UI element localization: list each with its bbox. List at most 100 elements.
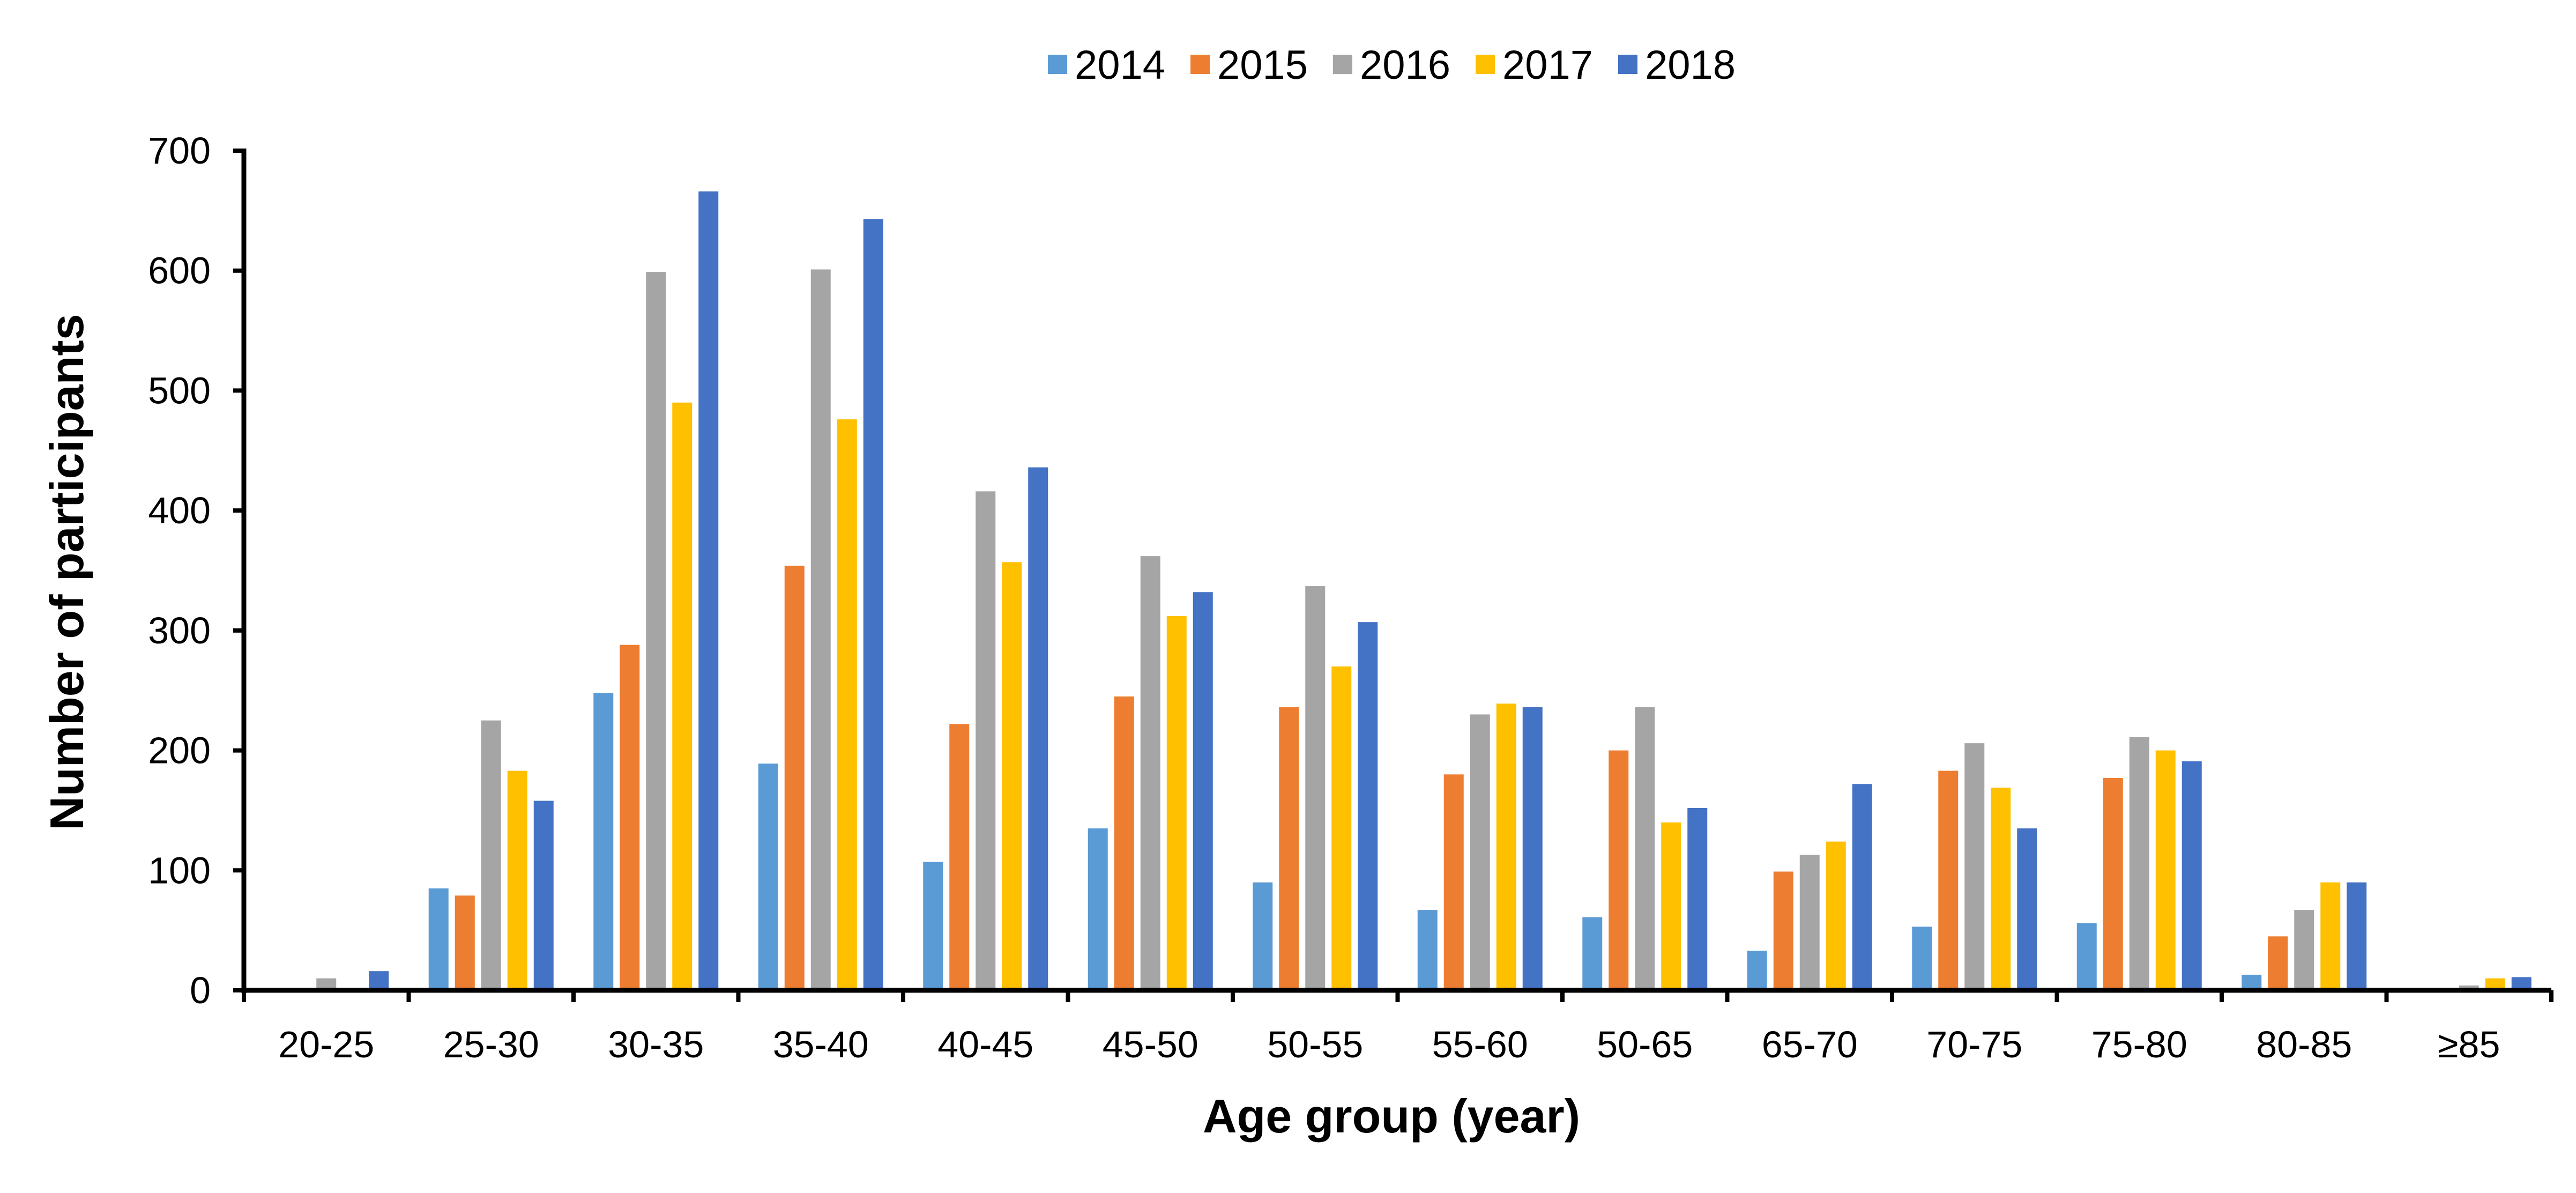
bar-2018-2 xyxy=(698,191,719,990)
bar-2015-1 xyxy=(455,895,475,990)
bar-2017-1 xyxy=(507,770,527,990)
x-tick-label: 75-80 xyxy=(2091,1024,2187,1065)
legend-swatch-2016 xyxy=(1333,55,1352,74)
bar-2015-12 xyxy=(2268,936,2288,990)
legend-swatch-2018 xyxy=(1618,55,1637,74)
legend-label: 2015 xyxy=(1217,42,1308,88)
bar-2014-4 xyxy=(923,862,943,990)
x-tick-label: ≥85 xyxy=(2438,1024,2500,1065)
chart-legend: 2014 2015 2016 2017 2018 xyxy=(1048,42,1736,88)
bar-2014-3 xyxy=(758,764,778,990)
legend-label: 2017 xyxy=(1502,42,1593,88)
bar-2016-2 xyxy=(646,271,666,990)
legend-swatch-2015 xyxy=(1190,55,1210,74)
bar-2018-1 xyxy=(533,801,554,990)
x-tick-label: 20-25 xyxy=(278,1024,374,1065)
bar-2017-11 xyxy=(2155,750,2176,990)
y-tick-label: 200 xyxy=(148,730,211,772)
bar-2014-11 xyxy=(2076,923,2097,990)
bar-2014-9 xyxy=(1747,951,1767,990)
bar-2018-9 xyxy=(1852,784,1872,990)
bars-group xyxy=(316,191,2532,991)
x-tick-label: 35-40 xyxy=(773,1024,869,1065)
bar-2015-5 xyxy=(1114,696,1134,990)
bar-2018-7 xyxy=(1522,707,1543,990)
bar-2017-6 xyxy=(1331,666,1352,990)
bar-2015-4 xyxy=(949,724,970,990)
bar-2017-13 xyxy=(2485,978,2505,990)
bar-2016-11 xyxy=(2129,737,2149,990)
y-tick-label: 500 xyxy=(148,369,211,411)
x-axis: 20-25 25-30 30-35 35-40 40-45 45-50 50-55 55-60… xyxy=(242,988,2553,1065)
bar-2017-4 xyxy=(1002,562,1022,990)
bar-2016-8 xyxy=(1635,707,1655,990)
bar-2014-10 xyxy=(1912,927,1932,990)
y-axis: 0 100 200 300 400 500 600 700 xyxy=(148,130,247,1011)
bar-2018-3 xyxy=(863,219,883,991)
bar-2014-12 xyxy=(2242,974,2262,990)
bar-2016-4 xyxy=(976,491,996,990)
bar-2016-6 xyxy=(1305,586,1326,990)
legend-label: 2014 xyxy=(1075,42,1165,88)
bar-2014-2 xyxy=(593,693,614,990)
x-tick-label: 40-45 xyxy=(937,1024,1033,1065)
x-axis-title: Age group (year) xyxy=(1203,1090,1580,1143)
legend-swatch-2014 xyxy=(1048,55,1067,74)
bar-2016-5 xyxy=(1140,556,1160,990)
bar-2016-7 xyxy=(1470,714,1490,990)
x-tick-label: 55-60 xyxy=(1432,1024,1528,1065)
bar-2017-2 xyxy=(672,402,693,990)
x-tick-label: 50-55 xyxy=(1267,1024,1363,1065)
bar-2015-7 xyxy=(1443,774,1464,990)
bar-2017-10 xyxy=(1991,787,2011,990)
bar-2015-2 xyxy=(620,644,640,990)
bar-2015-10 xyxy=(1938,770,1959,990)
bar-2018-11 xyxy=(2182,761,2202,990)
y-tick-label: 0 xyxy=(190,969,211,1011)
legend-label: 2016 xyxy=(1360,42,1450,88)
bar-2018-6 xyxy=(1358,622,1378,990)
legend-label: 2018 xyxy=(1645,42,1736,88)
bar-2018-10 xyxy=(2017,828,2037,990)
legend-swatch-2017 xyxy=(1476,55,1495,74)
bar-2018-4 xyxy=(1028,467,1048,990)
bar-2016-0 xyxy=(316,978,337,990)
x-tick-label: 45-50 xyxy=(1103,1024,1198,1065)
bar-2018-8 xyxy=(1687,807,1708,990)
bar-2015-8 xyxy=(1609,750,1629,990)
y-tick-label: 100 xyxy=(148,849,211,891)
bar-2016-1 xyxy=(481,720,501,990)
bar-2018-0 xyxy=(369,971,389,990)
x-tick-label: 25-30 xyxy=(443,1024,539,1065)
bar-2018-5 xyxy=(1193,592,1213,990)
bar-2014-5 xyxy=(1088,828,1108,990)
bar-2017-9 xyxy=(1826,841,1846,990)
x-tick-label: 50-65 xyxy=(1597,1024,1693,1065)
y-tick-label: 400 xyxy=(148,490,211,531)
x-tick-label: 80-85 xyxy=(2256,1024,2352,1065)
y-axis-title: Number of participants xyxy=(40,314,93,830)
bar-2014-1 xyxy=(428,888,449,990)
bar-2014-8 xyxy=(1582,917,1603,990)
bar-2017-3 xyxy=(837,419,857,990)
y-tick-label: 700 xyxy=(148,130,211,172)
x-tick-label: 30-35 xyxy=(608,1024,704,1065)
bar-2015-11 xyxy=(2103,778,2123,990)
bar-2014-6 xyxy=(1253,882,1273,990)
bar-2015-3 xyxy=(784,566,805,990)
bar-2015-6 xyxy=(1279,707,1299,990)
y-tick-label: 600 xyxy=(148,250,211,292)
bar-2015-9 xyxy=(1773,871,1793,990)
bar-2018-12 xyxy=(2347,882,2367,990)
bar-2017-5 xyxy=(1166,616,1187,990)
bar-2017-12 xyxy=(2320,882,2341,990)
x-tick-label: 70-75 xyxy=(1926,1024,2022,1065)
bar-2016-10 xyxy=(1964,743,1985,990)
bar-2016-12 xyxy=(2294,910,2314,990)
x-tick-label: 65-70 xyxy=(1762,1024,1858,1065)
bar-2017-8 xyxy=(1661,822,1681,990)
y-tick-label: 300 xyxy=(148,610,211,651)
bar-2014-7 xyxy=(1417,910,1438,990)
bar-2016-9 xyxy=(1799,855,1820,990)
